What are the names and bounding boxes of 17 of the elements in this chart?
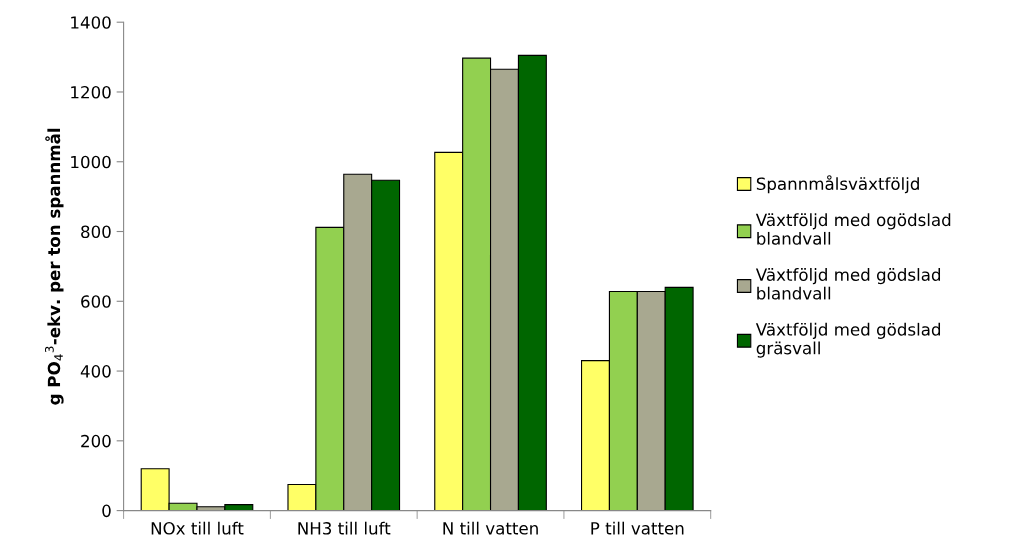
y-axis-title: g PO$_{4}$$^{3}$-ekv. per ton spannmål [44,128,64,405]
y-tick-label: 1400 [71,16,111,29]
legend-label: Spannmålsväxtföljd [756,175,919,194]
y-tick-label: 1000 [71,155,111,169]
y-tick-label: 0 [102,504,111,518]
y-tick-label: 200 [81,434,111,448]
legend-label: Växtföljd med gödslad gräsvall [755,322,941,358]
y-tick-label: 1200 [71,85,111,99]
y-tick-label: 400 [80,365,111,378]
x-tick-label: NOx till luft [151,521,244,535]
legend-label: Växtföljd med gödslad blandvall [755,268,941,300]
x-tick-label: P till vatten [591,521,684,535]
y-tick-label: 600 [81,295,111,308]
x-tick-label: NH3 till luft [298,521,391,535]
x-tick-label: N till vatten [443,521,538,535]
legend-label: Växtföljd med ogödslad blandvall [755,213,951,245]
y-tick-label: 800 [81,225,111,239]
